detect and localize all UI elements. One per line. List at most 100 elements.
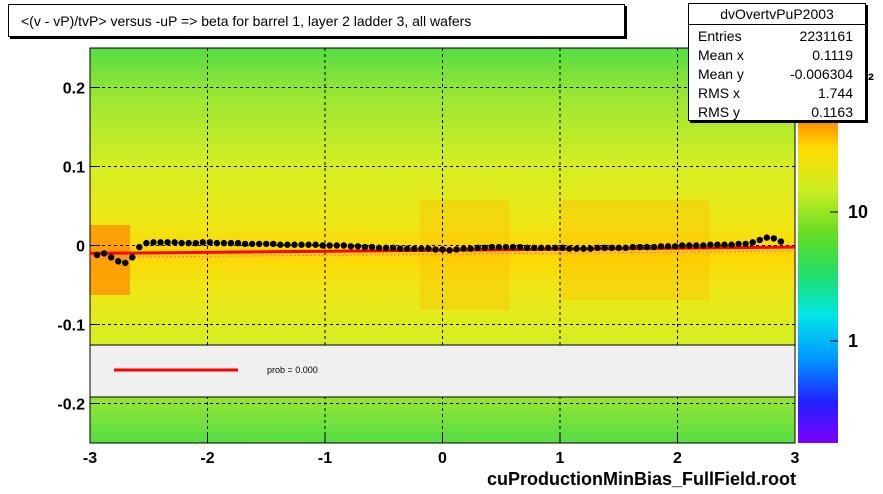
y-tick-label: -0.1 bbox=[57, 318, 85, 335]
profile-point bbox=[425, 245, 432, 252]
profile-point bbox=[587, 245, 594, 252]
profile-point bbox=[220, 239, 228, 247]
profile-point bbox=[580, 245, 587, 252]
profile-point bbox=[700, 242, 707, 249]
x-tick-label: -2 bbox=[200, 450, 214, 467]
profile-point bbox=[601, 244, 608, 252]
profile-point bbox=[305, 241, 312, 248]
profile-point bbox=[671, 243, 679, 250]
profile-point bbox=[375, 244, 383, 252]
x-tick-label: -1 bbox=[318, 450, 332, 467]
profile-point bbox=[707, 241, 714, 248]
fit-band-segment bbox=[89, 250, 796, 258]
x-tick-label: 0 bbox=[438, 450, 447, 467]
profile-point bbox=[397, 245, 404, 252]
profile-point bbox=[199, 239, 206, 246]
stats-value: 2231161 bbox=[799, 28, 853, 44]
profile-point bbox=[171, 239, 178, 246]
profile-point bbox=[453, 246, 460, 253]
profile-point bbox=[319, 242, 326, 249]
profile-point bbox=[411, 245, 418, 252]
profile-point bbox=[248, 240, 256, 248]
profile-point bbox=[629, 243, 637, 251]
profile-point bbox=[326, 242, 333, 249]
profile-point bbox=[136, 243, 143, 251]
profile-point bbox=[192, 239, 199, 247]
profile-point bbox=[735, 240, 742, 248]
profile-point bbox=[643, 243, 651, 251]
profile-point bbox=[241, 240, 249, 248]
fit-legend: prob = 0.000 bbox=[89, 344, 796, 398]
z-tick-label: 1 bbox=[848, 331, 858, 351]
profile-point bbox=[657, 243, 665, 250]
profile-point bbox=[566, 245, 573, 252]
profile-point bbox=[777, 238, 785, 245]
profile-point bbox=[650, 243, 658, 251]
profile-point bbox=[608, 244, 615, 252]
profile-point bbox=[270, 240, 277, 248]
x-tick-label: 2 bbox=[673, 450, 682, 467]
y-tick-label: 0.1 bbox=[63, 160, 85, 177]
profile-point bbox=[107, 254, 115, 261]
profile-point bbox=[622, 244, 629, 252]
stats-row-rms-y: RMS y 0.1163 bbox=[689, 103, 865, 122]
profile-point bbox=[686, 242, 693, 249]
profile-point bbox=[340, 242, 347, 249]
stats-histogram-name: dvOvertvPuP2003 bbox=[689, 4, 865, 25]
profile-point bbox=[460, 245, 467, 252]
stats-row-mean-x: Mean x 0.1119 bbox=[689, 46, 865, 65]
stats-label: RMS x bbox=[698, 85, 740, 101]
stats-label: Mean y bbox=[698, 66, 744, 82]
profile-point bbox=[770, 235, 778, 242]
profile-point bbox=[361, 243, 369, 251]
profile-point bbox=[530, 244, 538, 252]
stats-row-entries: Entries 2231161 bbox=[689, 27, 865, 46]
profile-point bbox=[545, 244, 552, 252]
x-tick-label: 3 bbox=[791, 450, 800, 467]
profile-point bbox=[382, 244, 390, 252]
stats-label: Mean x bbox=[698, 47, 744, 63]
profile-point bbox=[481, 244, 488, 252]
profile-point bbox=[263, 240, 270, 248]
profile-point bbox=[256, 240, 263, 248]
profile-point bbox=[474, 244, 481, 252]
profile-point bbox=[284, 241, 291, 248]
title-box: <(v - vP)/tvP> versus -uP => beta for ba… bbox=[8, 4, 625, 37]
profile-point bbox=[538, 244, 545, 252]
profile-point bbox=[312, 241, 319, 248]
y-tick-label: -0.2 bbox=[57, 397, 85, 414]
profile-point bbox=[234, 239, 242, 247]
profile-point bbox=[523, 244, 531, 252]
profile-point bbox=[213, 239, 221, 247]
profile-point bbox=[742, 240, 749, 248]
profile-point bbox=[115, 258, 122, 265]
profile-point bbox=[636, 243, 644, 251]
stats-value: 0.1119 bbox=[812, 47, 853, 63]
y-tick-label: 0 bbox=[76, 239, 85, 256]
stats-row-rms-x: RMS x 1.744 bbox=[689, 84, 865, 103]
profile-point bbox=[728, 241, 735, 248]
profile-point bbox=[389, 244, 397, 252]
profile-point bbox=[185, 239, 192, 247]
profile-point bbox=[432, 246, 439, 253]
profile-point bbox=[150, 239, 157, 246]
profile-point bbox=[721, 241, 728, 248]
profile-points bbox=[93, 234, 785, 267]
profile-point bbox=[206, 239, 214, 246]
chart-title: <(v - vP)/tvP> versus -uP => beta for ba… bbox=[21, 13, 472, 29]
profile-point bbox=[347, 243, 355, 250]
profile-point bbox=[552, 244, 559, 252]
x-tick-label: 1 bbox=[556, 450, 565, 467]
profile-point bbox=[749, 239, 756, 246]
x-tick-label: -3 bbox=[83, 450, 97, 467]
profile-point bbox=[594, 244, 601, 252]
profile-point bbox=[488, 243, 496, 251]
profile-point bbox=[298, 241, 305, 248]
heatmap-hotspot-center bbox=[420, 200, 510, 310]
profile-point bbox=[122, 259, 129, 267]
profile-point bbox=[404, 245, 411, 252]
stats-row-mean-y: Mean y -0.006304 bbox=[689, 65, 865, 84]
profile-point bbox=[100, 250, 108, 257]
profile-point bbox=[157, 239, 164, 246]
profile-point bbox=[227, 239, 235, 247]
